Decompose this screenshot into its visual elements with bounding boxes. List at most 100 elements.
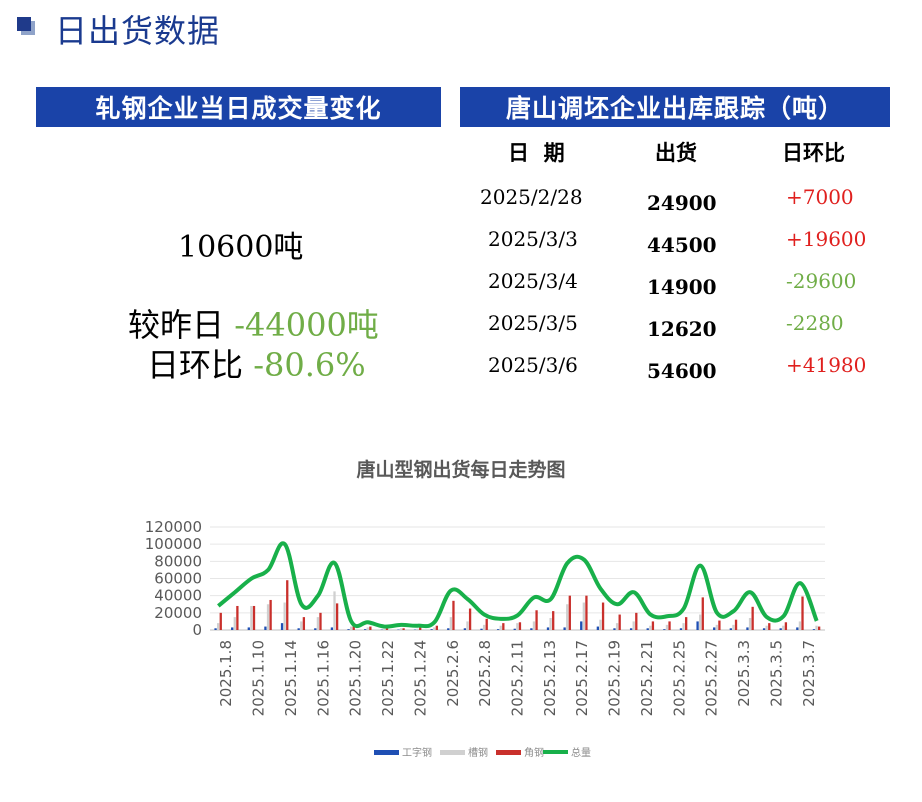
bar-1 xyxy=(765,625,768,630)
bar-1 xyxy=(416,628,419,630)
legend-bar-swatch xyxy=(374,750,399,755)
bar-1 xyxy=(250,605,253,630)
row-change: +19600 xyxy=(786,227,867,251)
row-date: 2025/3/5 xyxy=(488,311,578,335)
bar-0 xyxy=(713,627,716,630)
x-tick-label: 2025.1.20 xyxy=(347,640,365,716)
y-tick-label: 0 xyxy=(192,621,202,639)
bar-1 xyxy=(715,624,718,630)
bar-0 xyxy=(496,629,500,630)
bar-2 xyxy=(751,606,754,630)
bar-1 xyxy=(682,623,685,630)
bar-1 xyxy=(366,627,369,630)
title-square-icon xyxy=(17,17,35,35)
x-tick-label: 2025.2.19 xyxy=(606,640,624,716)
bar-1 xyxy=(283,602,286,630)
col-date-header: 日 期 xyxy=(508,140,565,165)
bar-0 xyxy=(546,627,550,630)
bar-0 xyxy=(530,628,533,630)
vs-yesterday-label: 较昨日 xyxy=(128,306,225,344)
bar-2 xyxy=(635,612,638,630)
bar-1 xyxy=(349,626,353,630)
total-line xyxy=(217,541,819,629)
bar-2 xyxy=(352,625,355,630)
bar-0 xyxy=(679,628,683,630)
bar-2 xyxy=(618,614,621,630)
y-tick-label: 120000 xyxy=(145,518,202,536)
bar-0 xyxy=(613,628,616,630)
legend-label: 角钢 xyxy=(524,746,544,759)
page-title: 日出货数据 xyxy=(55,12,221,50)
row-date: 2025/3/4 xyxy=(488,269,578,293)
bar-1 xyxy=(316,617,320,630)
y-tick-label: 40000 xyxy=(154,587,202,605)
bar-2 xyxy=(269,599,272,630)
bar-0 xyxy=(796,627,799,630)
y-tick-label: 100000 xyxy=(145,535,202,553)
row-date: 2025/2/28 xyxy=(480,185,583,209)
bar-1 xyxy=(582,602,585,630)
legend-label: 槽钢 xyxy=(468,746,488,759)
bar-2 xyxy=(385,628,389,630)
bar-1 xyxy=(383,628,386,630)
vs-yesterday-value: -44000吨 xyxy=(234,306,379,344)
x-tick-label: 2025.1.10 xyxy=(250,640,268,716)
bar-2 xyxy=(585,595,588,630)
row-change: -2280 xyxy=(786,311,844,335)
bar-0 xyxy=(580,621,583,630)
x-tick-label: 2025.3.7 xyxy=(800,640,818,707)
bar-0 xyxy=(330,627,334,630)
bar-0 xyxy=(746,627,749,630)
outbound-banner: 唐山调坯企业出库跟踪（吨） xyxy=(460,87,890,127)
bar-1 xyxy=(266,604,270,630)
bar-1 xyxy=(532,621,536,630)
bar-2 xyxy=(535,610,538,630)
bar-2 xyxy=(718,620,721,630)
row-out: 44500 xyxy=(647,233,717,257)
bar-2 xyxy=(701,597,704,630)
bar-0 xyxy=(297,628,300,630)
row-change: -29600 xyxy=(786,269,857,293)
legend-bar-swatch xyxy=(440,750,465,755)
x-tick-label: 2025.2.21 xyxy=(638,640,656,716)
bar-1 xyxy=(233,617,236,630)
legend-label: 工字钢 xyxy=(402,746,432,759)
y-tick-label: 60000 xyxy=(154,570,202,588)
row-date: 2025/3/3 xyxy=(488,227,578,251)
dod-value: -80.6% xyxy=(253,346,366,384)
bar-0 xyxy=(430,629,433,630)
bar-2 xyxy=(568,595,571,630)
bar-1 xyxy=(499,625,502,630)
bar-0 xyxy=(663,629,666,630)
row-change: +7000 xyxy=(786,185,854,209)
bar-0 xyxy=(364,629,367,630)
bar-0 xyxy=(779,628,782,630)
bar-2 xyxy=(252,605,256,630)
volume-banner: 轧钢企业当日成交量变化 xyxy=(36,87,441,127)
bar-2 xyxy=(502,623,505,630)
bar-0 xyxy=(314,628,317,630)
bar-2 xyxy=(734,619,738,630)
chart-title: 唐山型钢出货每日走势图 xyxy=(356,459,566,481)
row-out: 14900 xyxy=(647,275,717,299)
y-tick-label: 80000 xyxy=(154,552,202,570)
bar-1 xyxy=(549,617,552,630)
bar-2 xyxy=(768,623,771,630)
legend-bar-swatch xyxy=(496,750,521,755)
x-tick-label: 2025.1.16 xyxy=(314,640,332,716)
bar-0 xyxy=(264,626,267,630)
bar-2 xyxy=(468,608,472,630)
bar-1 xyxy=(798,621,802,630)
x-tick-label: 2025.2.17 xyxy=(573,640,591,716)
bar-1 xyxy=(300,621,303,630)
bar-0 xyxy=(347,629,350,630)
bar-0 xyxy=(480,628,483,630)
x-tick-label: 2025.1.14 xyxy=(282,640,300,716)
bar-2 xyxy=(435,625,438,630)
bar-2 xyxy=(335,603,339,630)
bar-0 xyxy=(696,621,699,630)
bar-2 xyxy=(236,605,239,630)
bar-2 xyxy=(485,618,488,630)
bar-0 xyxy=(463,628,467,630)
